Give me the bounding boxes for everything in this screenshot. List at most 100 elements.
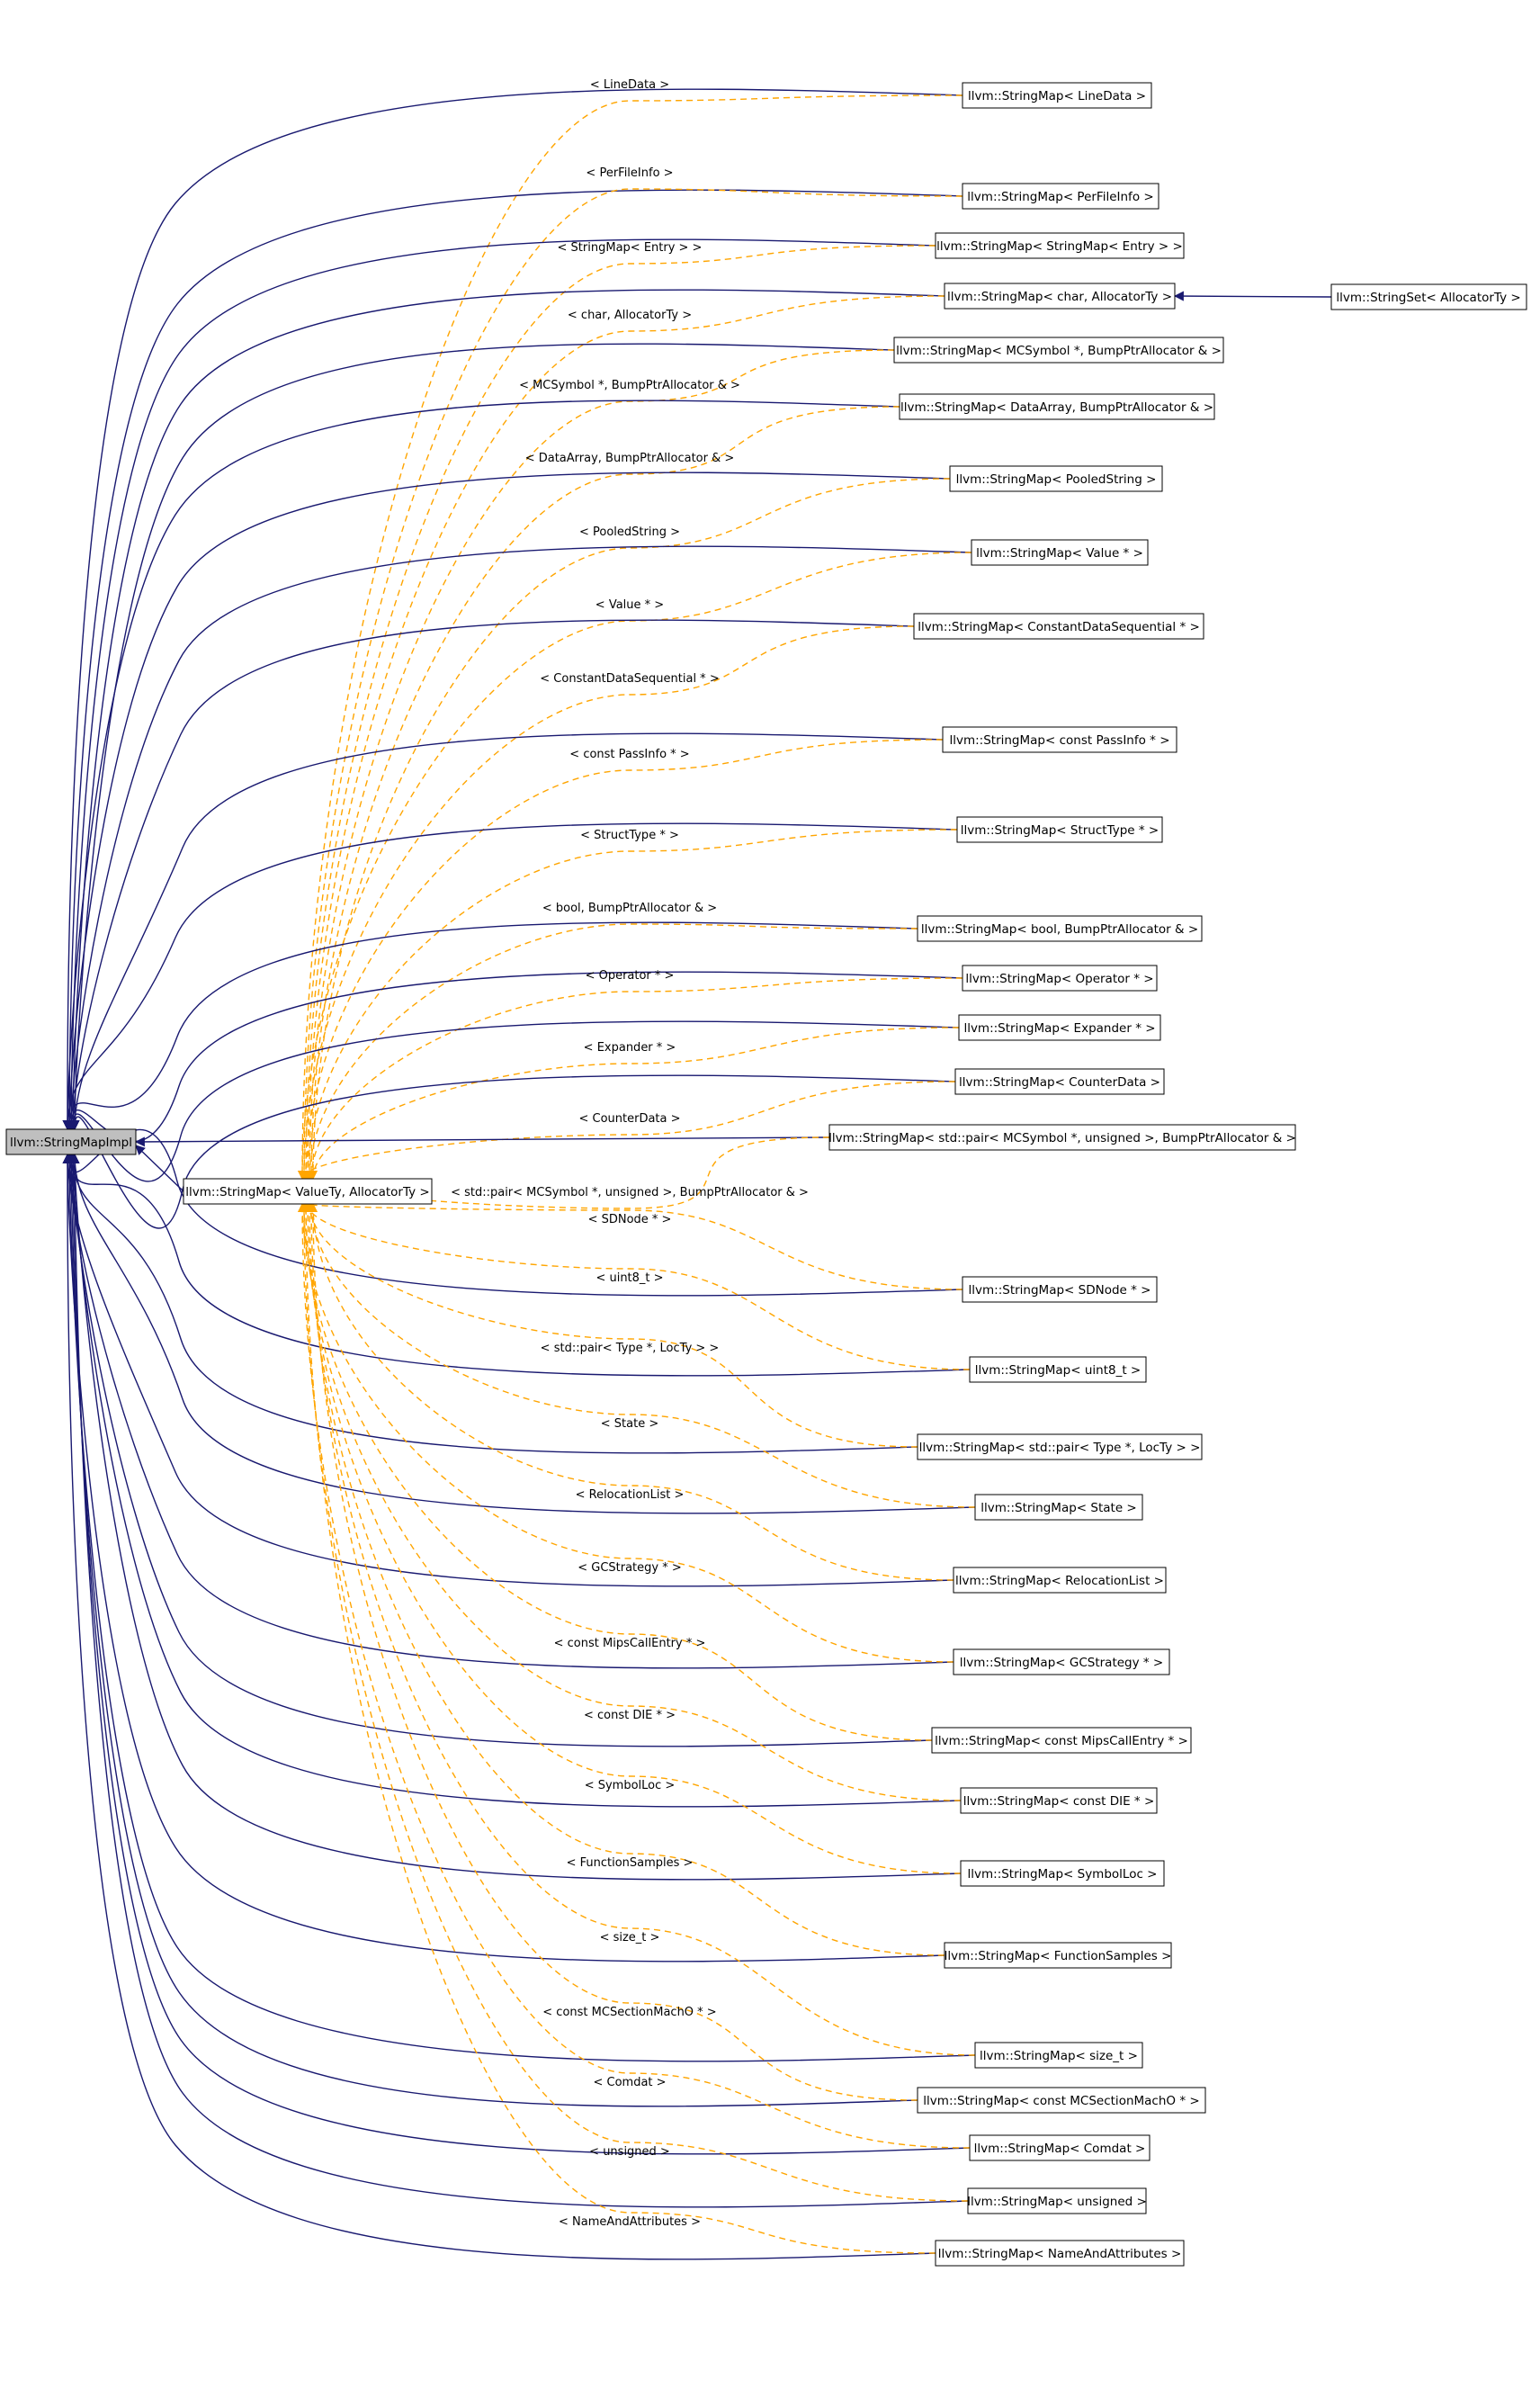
template-arguments-label: < LineData > [590, 78, 669, 92]
node-stringmap-instance[interactable]: llvm::StringMap< DataArray, BumpPtrAlloc… [899, 393, 1215, 420]
node-stringmap-instance[interactable]: llvm::StringMap< State > [974, 1494, 1143, 1521]
inheritance-edge-template [135, 1145, 184, 1192]
node-stringmap-instance-label: llvm::StringMap< GCStrategy * > [960, 1656, 1164, 1670]
node-stringmap-instance[interactable]: llvm::StringMap< FunctionSamples > [944, 1942, 1172, 1969]
node-stringmap-instance-label: llvm::StringMap< Expander * > [963, 1021, 1155, 1036]
node-stringmap-instance[interactable]: llvm::StringMap< Operator * > [962, 965, 1158, 992]
template-arguments-label: < DataArray, BumpPtrAllocator & > [525, 452, 735, 465]
node-stringmap-instance[interactable]: llvm::StringMap< CounterData > [954, 1068, 1165, 1095]
node-stringmap-instance[interactable]: llvm::StringMap< Value * > [971, 539, 1149, 566]
node-stringmap-instance[interactable]: llvm::StringMap< NameAndAttributes > [935, 2240, 1185, 2267]
node-stringmap-instance[interactable]: llvm::StringMap< Comdat > [969, 2134, 1151, 2161]
inheritance-edge [64, 921, 918, 1131]
node-stringmap-instance-label: llvm::StringMap< CounterData > [959, 1075, 1160, 1090]
template-arguments-label: < StringMap< Entry > > [558, 241, 703, 255]
template-arguments-label: < Expander * > [584, 1041, 676, 1055]
template-arguments-label: < char, AllocatorTy > [568, 309, 692, 322]
inheritance-edge [64, 472, 951, 1131]
inheritance-edge [66, 1153, 933, 1747]
node-stringmap-instance[interactable]: llvm::StringMap< size_t > [974, 2042, 1143, 2069]
node-stringmap-instance[interactable]: llvm::StringMap< const MipsCallEntry * > [931, 1727, 1192, 1754]
node-stringmap-instance[interactable]: llvm::StringMap< RelocationList > [953, 1567, 1167, 1594]
node-stringmap-instance[interactable]: llvm::StringMap< bool, BumpPtrAllocator … [917, 915, 1203, 942]
inheritance-edge [64, 1153, 954, 1669]
template-arguments-label: < PooledString > [579, 525, 680, 539]
template-arguments-label: < const PassInfo * > [569, 748, 689, 761]
template-instance-edge [301, 1203, 962, 1801]
node-stringmap-instance[interactable]: llvm::StringMap< uint8_t > [969, 1356, 1147, 1383]
inheritance-edge [62, 400, 900, 1131]
inheritance-edge [66, 545, 972, 1131]
template-instance-edge [298, 552, 972, 1180]
node-stringmap-instance-label: llvm::StringMap< std::pair< Type *, LocT… [919, 1441, 1201, 1455]
node-stringmap-instance[interactable]: llvm::StringMap< std::pair< MCSymbol *, … [828, 1124, 1296, 1151]
node-stringmap-instance[interactable]: llvm::StringMap< const DIE * > [960, 1787, 1158, 1814]
template-arguments-label: < Operator * > [586, 969, 675, 983]
template-instance-edge [303, 1203, 962, 1874]
node-stringmap-instance-label: llvm::StringMap< const PassInfo * > [949, 733, 1169, 748]
node-stringmap-instance-label: llvm::StringMap< MCSymbol *, BumpPtrAllo… [896, 344, 1222, 358]
node-stringmap-instance[interactable]: llvm::StringMap< SymbolLoc > [960, 1860, 1165, 1887]
template-instance-edge [307, 1203, 976, 1508]
inheritance-edge [64, 1153, 976, 2062]
template-instance-edge [300, 625, 915, 1180]
node-stringmap-instance[interactable]: llvm::StringMap< const MCSectionMachO * … [917, 2087, 1206, 2114]
node-stringmap-instance[interactable]: llvm::StringMap< LineData > [962, 82, 1152, 109]
node-stringmap-instance[interactable]: llvm::StringMap< Expander * > [958, 1014, 1161, 1041]
node-stringmap-instance[interactable]: llvm::StringMap< StructType * > [956, 816, 1163, 843]
nodes-layer: llvm::StringMapImpl llvm::StringMap< Val… [5, 82, 1527, 2267]
node-stringmap-instance[interactable]: llvm::StringMap< PooledString > [949, 465, 1163, 492]
inheritance-edge [66, 971, 963, 1143]
node-stringmap-instance-label: llvm::StringMap< State > [980, 1501, 1136, 1515]
node-stringmapimpl[interactable]: llvm::StringMapImpl [5, 1128, 137, 1155]
template-arguments-label: < bool, BumpPtrAllocator & > [542, 902, 717, 915]
template-instance-edge [298, 1203, 954, 1663]
node-stringmap-instance[interactable]: llvm::StringMap< unsigned > [967, 2187, 1147, 2214]
template-arguments-label: < size_t > [600, 1931, 660, 1944]
node-stringmap-instance[interactable]: llvm::StringMap< PerFileInfo > [962, 183, 1159, 210]
node-stringmap-instance[interactable]: llvm::StringMap< StringMap< Entry > > [935, 232, 1185, 259]
template-arguments-label: < const MipsCallEntry * > [554, 1637, 706, 1650]
node-stringmap-instance[interactable]: llvm::StringMap< ConstantDataSequential … [913, 613, 1204, 640]
template-instance-edge [301, 1203, 963, 1290]
template-arguments-label: < State > [601, 1417, 658, 1431]
template-arguments-label: < Value * > [595, 598, 664, 612]
inheritance-edge [64, 1128, 963, 1297]
node-stringmap-instance-label: llvm::StringMap< RelocationList > [955, 1574, 1164, 1588]
node-stringmap-instance-label: llvm::StringMap< SymbolLoc > [968, 1867, 1158, 1882]
template-arguments-label: < SymbolLoc > [585, 1779, 676, 1792]
template-instance-edge [309, 1203, 918, 2101]
node-stringmap-instance-label: llvm::StringMap< PerFileInfo > [967, 190, 1153, 204]
node-stringmap-instance[interactable]: llvm::StringMap< MCSymbol *, BumpPtrAllo… [893, 337, 1224, 364]
node-stringset[interactable]: llvm::StringSet< AllocatorTy > [1330, 283, 1527, 310]
node-stringmap-instance[interactable]: llvm::StringMap< SDNode * > [962, 1276, 1158, 1303]
inheritance-edge [62, 88, 963, 1131]
template-arguments-label: < Comdat > [593, 2076, 666, 2089]
template-arguments-label: < std::pair< MCSymbol *, unsigned >, Bum… [451, 1186, 809, 1199]
node-stringmap-instance[interactable]: llvm::StringMap< const PassInfo * > [942, 726, 1177, 753]
template-arguments-label: < ConstantDataSequential * > [540, 672, 719, 686]
node-stringmap-instance-label: llvm::StringMap< const MipsCallEntry * > [935, 1734, 1188, 1748]
node-stringmap-instance-label: llvm::StringMap< Operator * > [965, 972, 1153, 986]
node-stringmap-template[interactable]: llvm::StringMap< ValueTy, AllocatorTy > [183, 1178, 433, 1205]
node-stringmap-instance[interactable]: llvm::StringMap< char, AllocatorTy > [944, 283, 1176, 310]
node-stringmap-instance[interactable]: llvm::StringMap< GCStrategy * > [953, 1648, 1170, 1675]
node-stringmap-instance-label: llvm::StringMap< const MCSectionMachO * … [923, 2094, 1199, 2108]
template-arguments-label: < StructType * > [580, 829, 679, 842]
inheritance-edge-stringset [1173, 291, 1332, 301]
edges-layer [62, 88, 1332, 2260]
inheritance-edge [69, 732, 944, 1131]
node-stringmap-instance-label: llvm::StringMap< unsigned > [967, 2195, 1147, 2209]
node-stringmap-instance[interactable]: llvm::StringMap< std::pair< Type *, LocT… [917, 1433, 1203, 1460]
template-instance-edge [307, 977, 963, 1180]
inheritance-edge [62, 822, 958, 1131]
template-instance-edge [305, 349, 895, 1180]
node-stringset-label: llvm::StringSet< AllocatorTy > [1336, 291, 1520, 305]
inheritance-edge [69, 343, 895, 1131]
template-arguments-label: < MCSymbol *, BumpPtrAllocator & > [519, 379, 740, 392]
template-instance-edge [307, 406, 900, 1180]
template-instance-edge [303, 829, 958, 1180]
node-stringmap-instance-label: llvm::StringMap< SDNode * > [969, 1283, 1151, 1298]
template-instance-edge [305, 923, 918, 1180]
template-instance-edge [309, 478, 951, 1180]
